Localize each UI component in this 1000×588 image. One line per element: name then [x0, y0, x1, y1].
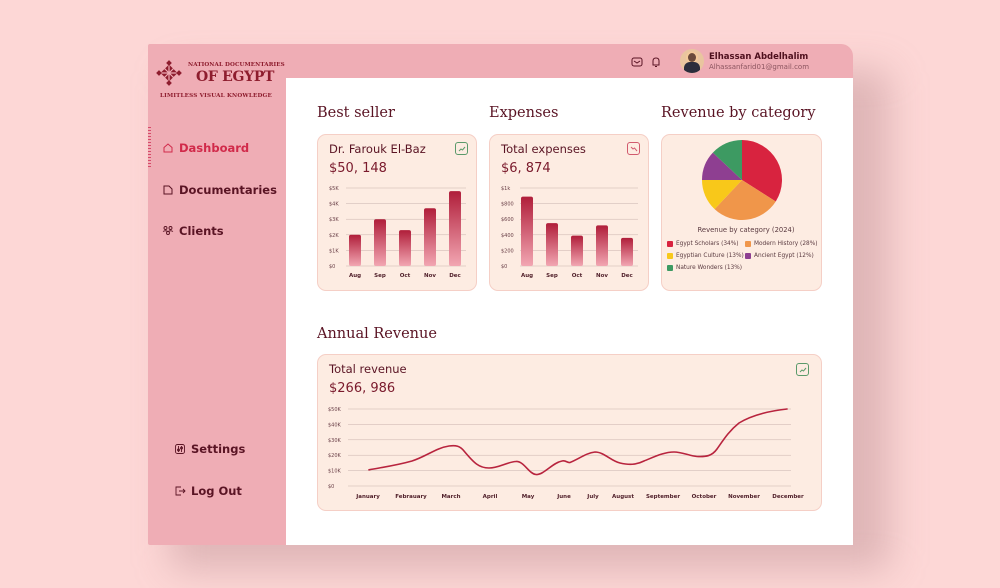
- section-title-annual-revenue: Annual Revenue: [317, 326, 437, 342]
- svg-text:$600: $600: [501, 217, 514, 223]
- legend-item: Egyptian Culture (13%): [667, 253, 744, 259]
- main-content: Best seller Expenses Revenue by category…: [286, 78, 853, 545]
- svg-text:Dec: Dec: [621, 273, 633, 279]
- svg-text:January: January: [355, 494, 380, 500]
- svg-text:$3K: $3K: [329, 217, 339, 223]
- expenses-card: Total expenses $6, 874: [489, 134, 649, 291]
- svg-text:$5K: $5K: [329, 186, 339, 192]
- svg-text:April: April: [483, 494, 498, 500]
- sidebar-item-label: Documentaries: [179, 183, 277, 197]
- svg-text:October: October: [692, 494, 717, 500]
- svg-text:$20K: $20K: [328, 453, 342, 459]
- revenue-by-category-card: Revenue by category (2024) Egypt Scholar…: [661, 134, 822, 291]
- svg-text:August: August: [612, 494, 634, 500]
- nav-scroll-indicator: [148, 127, 151, 167]
- sidebar-item-label: Log Out: [191, 484, 242, 498]
- total-revenue-card: Total revenue $266, 986 $50K $40K $30K: [317, 354, 822, 511]
- mail-icon[interactable]: [631, 56, 643, 68]
- best-seller-name: Dr. Farouk El-Baz: [329, 142, 426, 156]
- svg-text:Oct: Oct: [572, 273, 583, 279]
- legend-item: Egypt Scholars (34%): [667, 241, 738, 247]
- trend-up-icon: [455, 142, 468, 155]
- svg-text:$200: $200: [501, 248, 514, 254]
- svg-text:$1k: $1k: [501, 186, 510, 192]
- svg-text:$1K: $1K: [329, 248, 339, 254]
- pie-chart-title: Revenue by category (2024): [697, 226, 795, 234]
- avatar[interactable]: [680, 49, 704, 73]
- section-title-revenue-by-category: Revenue by category: [661, 105, 816, 121]
- dashboard-window: NATIONAL DOCUMENTARIES OF EGYPT LIMITLES…: [148, 44, 853, 545]
- svg-text:Oct: Oct: [400, 273, 411, 279]
- sidebar-item-label: Settings: [191, 442, 246, 456]
- legend-item: Nature Wonders (13%): [667, 265, 742, 271]
- best-seller-bar-chart: $5K $4K $3K $2K $1K $0 Aug Sep: [329, 186, 466, 279]
- total-revenue-value: $266, 986: [329, 381, 396, 396]
- best-seller-value: $50, 148: [329, 161, 387, 176]
- svg-text:May: May: [522, 494, 535, 500]
- svg-text:Aug: Aug: [521, 273, 533, 279]
- sidebar-item-logout[interactable]: Log Out: [174, 484, 242, 498]
- annual-revenue-line-chart: $50K $40K $30K $20K $10K $0 January Febr…: [328, 407, 804, 500]
- svg-text:Nov: Nov: [424, 273, 436, 279]
- user-email: Alhassanfarid01@gmail.com: [709, 63, 810, 71]
- svg-text:$800: $800: [501, 202, 514, 208]
- svg-text:Sep: Sep: [546, 273, 558, 279]
- sidebar-item-settings[interactable]: Settings: [174, 442, 245, 456]
- svg-text:March: March: [441, 494, 460, 500]
- svg-text:Febrauary: Febrauary: [395, 494, 427, 500]
- svg-text:$2K: $2K: [329, 233, 339, 239]
- revenue-pie-chart: [702, 140, 782, 220]
- best-seller-card: Dr. Farouk El-Baz $50, 148: [317, 134, 477, 291]
- sidebar-item-dashboard[interactable]: Dashboard: [162, 141, 249, 155]
- sidebar-item-clients[interactable]: Clients: [162, 224, 224, 238]
- expenses-value: $6, 874: [501, 161, 551, 176]
- brand-line2: OF EGYPT: [196, 69, 275, 85]
- svg-text:$0: $0: [328, 484, 334, 490]
- svg-text:$30K: $30K: [328, 438, 342, 444]
- bell-icon[interactable]: [650, 56, 662, 68]
- legend-item: Modern History (28%): [745, 241, 817, 247]
- sidebar-item-label: Dashboard: [179, 141, 250, 155]
- users-icon: [162, 226, 174, 235]
- svg-text:$10K: $10K: [328, 469, 342, 475]
- svg-text:December: December: [772, 494, 804, 500]
- svg-text:Dec: Dec: [449, 273, 461, 279]
- svg-text:$4K: $4K: [329, 202, 339, 208]
- folder-icon: [163, 185, 173, 195]
- svg-text:September: September: [646, 494, 680, 500]
- svg-text:July: July: [586, 494, 599, 500]
- user-name: Elhassan Abdelhalim: [709, 52, 809, 62]
- home-icon: [163, 143, 173, 153]
- svg-text:November: November: [728, 494, 760, 500]
- svg-text:$400: $400: [501, 233, 514, 239]
- brand-line1: NATIONAL DOCUMENTARIES: [188, 62, 285, 68]
- svg-text:$0: $0: [329, 264, 335, 270]
- trend-down-icon: [627, 142, 640, 155]
- section-title-best-seller: Best seller: [317, 105, 395, 121]
- svg-text:Sep: Sep: [374, 273, 386, 279]
- sidebar-item-label: Clients: [179, 224, 224, 238]
- expenses-label: Total expenses: [501, 142, 586, 156]
- total-revenue-label: Total revenue: [329, 362, 407, 376]
- brand-tagline: LIMITLESS VISUAL KNOWLEDGE: [160, 93, 272, 99]
- svg-text:$40K: $40K: [328, 422, 342, 428]
- svg-text:$0: $0: [501, 264, 507, 270]
- sidebar-item-documentaries[interactable]: Documentaries: [162, 183, 277, 197]
- logo-mark-icon: [156, 60, 182, 86]
- trend-up-icon: [796, 363, 809, 376]
- expenses-bar-chart: $1k $800 $600 $400 $200 $0 Aug Sep: [501, 186, 638, 279]
- svg-text:$50K: $50K: [328, 407, 342, 413]
- section-title-expenses: Expenses: [489, 105, 559, 121]
- logout-icon: [175, 486, 186, 496]
- svg-text:Nov: Nov: [596, 273, 608, 279]
- svg-text:June: June: [556, 494, 571, 500]
- svg-text:Aug: Aug: [349, 273, 361, 279]
- legend-item: Ancient Egypt (12%): [745, 253, 814, 259]
- brand-logo[interactable]: NATIONAL DOCUMENTARIES OF EGYPT LIMITLES…: [156, 58, 286, 104]
- settings-icon: [175, 444, 185, 454]
